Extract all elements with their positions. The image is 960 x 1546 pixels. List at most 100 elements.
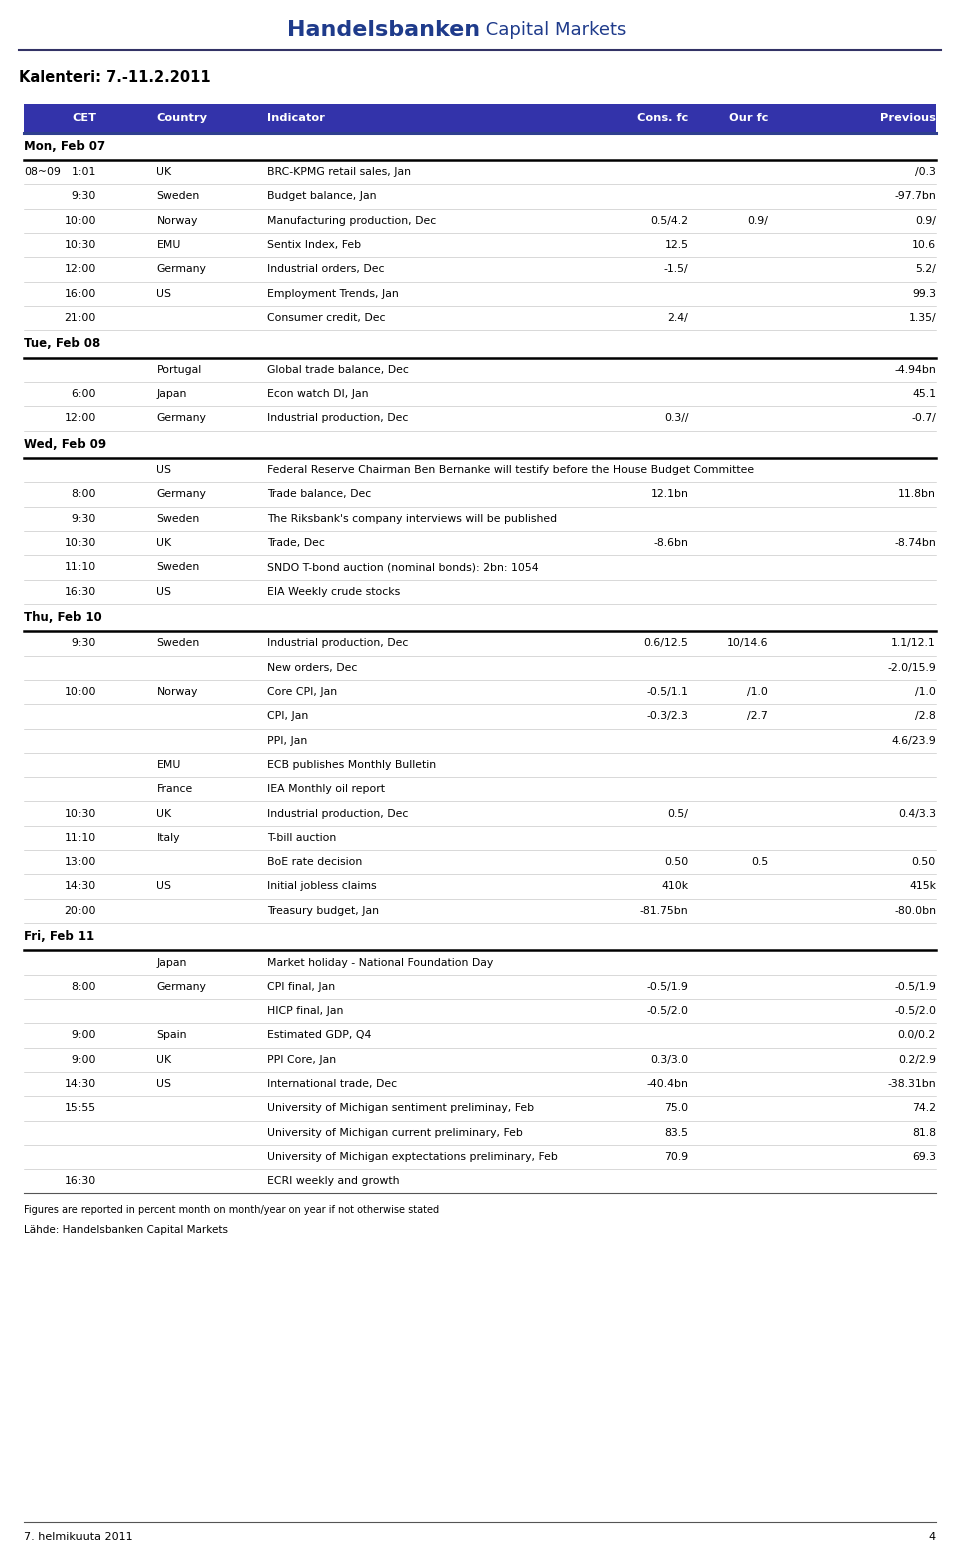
Text: EIA Weekly crude stocks: EIA Weekly crude stocks bbox=[267, 586, 400, 597]
Text: 21:00: 21:00 bbox=[64, 312, 96, 323]
Text: UK: UK bbox=[156, 809, 172, 818]
Text: New orders, Dec: New orders, Dec bbox=[267, 663, 357, 673]
Text: -4.94bn: -4.94bn bbox=[895, 365, 936, 374]
Text: Sweden: Sweden bbox=[156, 563, 200, 572]
Text: /1.0: /1.0 bbox=[915, 686, 936, 697]
Text: 1.35/: 1.35/ bbox=[908, 312, 936, 323]
Text: Sweden: Sweden bbox=[156, 638, 200, 648]
Text: 410k: 410k bbox=[661, 881, 688, 892]
Text: 11.8bn: 11.8bn bbox=[899, 490, 936, 499]
Text: 12:00: 12:00 bbox=[64, 264, 96, 274]
Text: /2.8: /2.8 bbox=[915, 711, 936, 722]
Text: 45.1: 45.1 bbox=[912, 390, 936, 399]
Text: /2.7: /2.7 bbox=[747, 711, 768, 722]
Text: Norway: Norway bbox=[156, 686, 198, 697]
Text: Japan: Japan bbox=[156, 390, 187, 399]
Text: 12.1bn: 12.1bn bbox=[651, 490, 688, 499]
Text: BRC-KPMG retail sales, Jan: BRC-KPMG retail sales, Jan bbox=[267, 167, 411, 178]
Text: -8.74bn: -8.74bn bbox=[895, 538, 936, 547]
Text: 4.6/23.9: 4.6/23.9 bbox=[891, 736, 936, 745]
Text: UK: UK bbox=[156, 167, 172, 178]
Text: 2.4/: 2.4/ bbox=[667, 312, 688, 323]
Text: Norway: Norway bbox=[156, 216, 198, 226]
Text: Core CPI, Jan: Core CPI, Jan bbox=[267, 686, 337, 697]
Text: 0.5: 0.5 bbox=[751, 856, 768, 867]
Text: Kalenteri: 7.-11.2.2011: Kalenteri: 7.-11.2.2011 bbox=[19, 71, 211, 85]
Text: 0.6/12.5: 0.6/12.5 bbox=[643, 638, 688, 648]
Text: 12.5: 12.5 bbox=[664, 240, 688, 250]
Text: 4: 4 bbox=[929, 1532, 936, 1541]
Text: 14:30: 14:30 bbox=[64, 881, 96, 892]
Text: Employment Trends, Jan: Employment Trends, Jan bbox=[267, 289, 398, 298]
Text: PPI Core, Jan: PPI Core, Jan bbox=[267, 1054, 336, 1065]
Text: Mon, Feb 07: Mon, Feb 07 bbox=[24, 139, 106, 153]
Text: 15:55: 15:55 bbox=[65, 1104, 96, 1113]
Text: Budget balance, Jan: Budget balance, Jan bbox=[267, 192, 376, 201]
Text: ECB publishes Monthly Bulletin: ECB publishes Monthly Bulletin bbox=[267, 761, 436, 770]
Text: 0.4/3.3: 0.4/3.3 bbox=[898, 809, 936, 818]
Text: 9:00: 9:00 bbox=[71, 1054, 96, 1065]
Text: 12:00: 12:00 bbox=[64, 413, 96, 424]
Text: 5.2/: 5.2/ bbox=[915, 264, 936, 274]
Text: Tue, Feb 08: Tue, Feb 08 bbox=[24, 337, 100, 351]
Text: IEA Monthly oil report: IEA Monthly oil report bbox=[267, 784, 385, 795]
Text: Industrial production, Dec: Industrial production, Dec bbox=[267, 638, 408, 648]
Text: 16:30: 16:30 bbox=[64, 1177, 96, 1186]
Text: -0.5/1.9: -0.5/1.9 bbox=[646, 982, 688, 993]
Text: 0.0/0.2: 0.0/0.2 bbox=[898, 1031, 936, 1040]
Text: EMU: EMU bbox=[156, 240, 180, 250]
Text: 0.5/: 0.5/ bbox=[667, 809, 688, 818]
Text: 8:00: 8:00 bbox=[71, 982, 96, 993]
Text: 8:00: 8:00 bbox=[71, 490, 96, 499]
Text: US: US bbox=[156, 1079, 172, 1088]
Text: Treasury budget, Jan: Treasury budget, Jan bbox=[267, 906, 379, 915]
Text: BoE rate decision: BoE rate decision bbox=[267, 856, 362, 867]
Text: 99.3: 99.3 bbox=[912, 289, 936, 298]
Text: Portugal: Portugal bbox=[156, 365, 202, 374]
Text: 81.8: 81.8 bbox=[912, 1127, 936, 1138]
Text: 6:00: 6:00 bbox=[71, 390, 96, 399]
Text: Our fc: Our fc bbox=[729, 113, 768, 124]
Text: Japan: Japan bbox=[156, 957, 187, 968]
Text: Econ watch DI, Jan: Econ watch DI, Jan bbox=[267, 390, 369, 399]
Text: Fri, Feb 11: Fri, Feb 11 bbox=[24, 931, 94, 943]
Text: 10.6: 10.6 bbox=[912, 240, 936, 250]
Text: Lähde: Handelsbanken Capital Markets: Lähde: Handelsbanken Capital Markets bbox=[24, 1226, 228, 1235]
Text: Manufacturing production, Dec: Manufacturing production, Dec bbox=[267, 216, 436, 226]
Text: 1.1/12.1: 1.1/12.1 bbox=[891, 638, 936, 648]
Text: 83.5: 83.5 bbox=[664, 1127, 688, 1138]
Text: Germany: Germany bbox=[156, 264, 206, 274]
Text: 11:10: 11:10 bbox=[64, 833, 96, 843]
Text: 0.9/: 0.9/ bbox=[747, 216, 768, 226]
Text: ECRI weekly and growth: ECRI weekly and growth bbox=[267, 1177, 399, 1186]
Text: PPI, Jan: PPI, Jan bbox=[267, 736, 307, 745]
Text: -80.0bn: -80.0bn bbox=[894, 906, 936, 915]
Text: /0.3: /0.3 bbox=[915, 167, 936, 178]
Text: -38.31bn: -38.31bn bbox=[887, 1079, 936, 1088]
Text: -0.5/1.1: -0.5/1.1 bbox=[646, 686, 688, 697]
Text: Country: Country bbox=[156, 113, 207, 124]
Text: Germany: Germany bbox=[156, 413, 206, 424]
Text: -40.4bn: -40.4bn bbox=[646, 1079, 688, 1088]
Text: 10:30: 10:30 bbox=[64, 538, 96, 547]
Text: 0.3/3.0: 0.3/3.0 bbox=[650, 1054, 688, 1065]
Text: Sweden: Sweden bbox=[156, 192, 200, 201]
Text: 70.9: 70.9 bbox=[664, 1152, 688, 1163]
Text: CPI, Jan: CPI, Jan bbox=[267, 711, 308, 722]
Text: Sentix Index, Feb: Sentix Index, Feb bbox=[267, 240, 361, 250]
Text: -2.0/15.9: -2.0/15.9 bbox=[887, 663, 936, 673]
Bar bbox=[24, 104, 936, 133]
Text: Industrial orders, Dec: Industrial orders, Dec bbox=[267, 264, 384, 274]
Text: -0.5/1.9: -0.5/1.9 bbox=[894, 982, 936, 993]
Text: SNDO T-bond auction (nominal bonds): 2bn: 1054: SNDO T-bond auction (nominal bonds): 2bn… bbox=[267, 563, 539, 572]
Text: 0.2/2.9: 0.2/2.9 bbox=[898, 1054, 936, 1065]
Text: Federal Reserve Chairman Ben Bernanke will testify before the House Budget Commi: Federal Reserve Chairman Ben Bernanke wi… bbox=[267, 465, 754, 475]
Text: UK: UK bbox=[156, 538, 172, 547]
Text: Industrial production, Dec: Industrial production, Dec bbox=[267, 809, 408, 818]
Text: 10/14.6: 10/14.6 bbox=[727, 638, 768, 648]
Text: University of Michigan exptectations preliminary, Feb: University of Michigan exptectations pre… bbox=[267, 1152, 558, 1163]
Text: France: France bbox=[156, 784, 193, 795]
Text: Capital Markets: Capital Markets bbox=[480, 22, 626, 39]
Text: CPI final, Jan: CPI final, Jan bbox=[267, 982, 335, 993]
Text: 16:30: 16:30 bbox=[64, 586, 96, 597]
